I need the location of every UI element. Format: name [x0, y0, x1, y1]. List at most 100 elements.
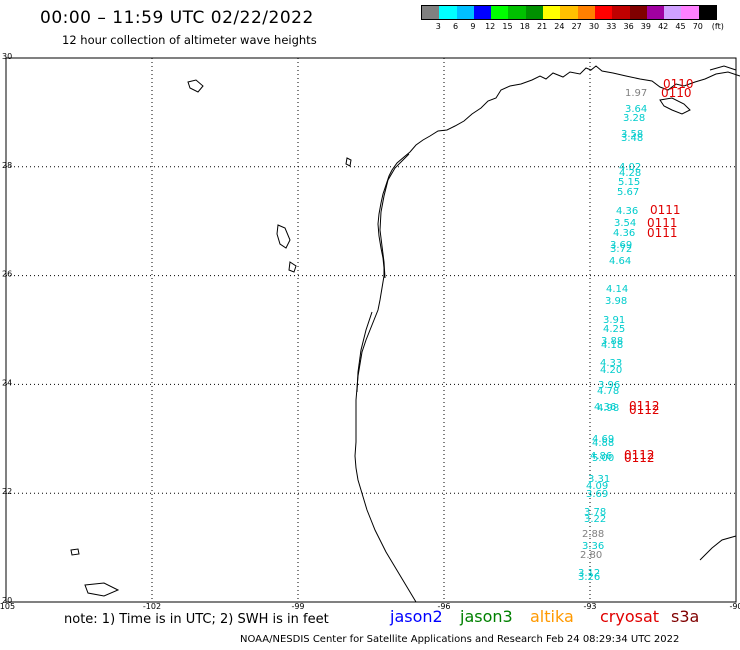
longitude-label: -105	[0, 602, 15, 611]
satellite-altika-label: altika	[530, 607, 574, 626]
inland-lake-2	[288, 261, 297, 273]
swh-value: 4.28	[619, 168, 641, 179]
swh-value: 4.02	[619, 162, 641, 173]
map-title: 00:00 – 11:59 UTC 02/22/2022	[40, 8, 314, 28]
pass-id-label: 0112	[624, 451, 655, 465]
scale-tick-label: 9	[470, 22, 476, 31]
scale-swatch	[473, 6, 492, 19]
scale-swatch	[612, 6, 630, 19]
inland-lake-1	[276, 224, 291, 249]
longitude-label: -93	[583, 602, 596, 611]
map-frame	[5, 57, 737, 603]
scale-tick-label: 45	[675, 22, 686, 31]
scale-swatch	[681, 6, 699, 19]
latitude-label: 20	[2, 596, 12, 605]
swh-value: 3.88	[601, 336, 623, 347]
longitude-label: -102	[143, 602, 161, 611]
swh-value: 3.69	[586, 489, 608, 500]
swh-value: 5.67	[617, 187, 639, 198]
inland-lake-4	[84, 582, 120, 597]
bay-of-campeche-coast	[699, 535, 737, 561]
swh-value: 4.69	[592, 434, 614, 445]
latitude-label: 24	[2, 378, 12, 387]
swh-value: 3.58	[621, 129, 643, 140]
scale-swatch	[439, 6, 457, 19]
swh-value: 3.64	[625, 104, 647, 115]
wave-height-measurements: 1.97 3.643.28 3.583.48 4.024.285.155.67 4.36…	[578, 88, 647, 583]
satellite-s3a-label: s3a	[671, 607, 700, 626]
scale-tick-label: 3	[435, 22, 441, 31]
swh-value: 4.36	[613, 228, 635, 239]
wave-height-color-scale: 3 6 9 12 15 18 21 24 27 30 33 36 39 42 45 70 (ft)	[421, 5, 724, 32]
scale-swatch	[594, 6, 613, 19]
pass-id-label: 0111	[647, 226, 678, 240]
note-text: note: 1) Time is in UTC; 2) SWH is in fe…	[64, 612, 329, 627]
axis-labels: 30 28 26 24 22 20-105 -102 -99 -96 -93 -90	[0, 52, 740, 611]
scale-swatch	[629, 6, 647, 19]
swh-value: 2.88	[582, 529, 604, 540]
swh-value: 4.14	[606, 284, 628, 295]
scale-tick-label: 30	[588, 22, 600, 31]
scale-swatch	[646, 6, 665, 19]
scale-swatch	[664, 6, 682, 19]
latitude-label: 28	[2, 161, 12, 170]
longitude-label: -99	[291, 602, 304, 611]
scale-tick-label: 24	[554, 22, 565, 31]
scale-swatch	[491, 6, 509, 19]
swh-value: 4.36	[594, 402, 616, 413]
footer-credit: NOAA/NESDIS Center for Satellite Applica…	[240, 634, 680, 645]
swh-value: 3.69	[610, 240, 632, 251]
map-subtitle: 12 hour collection of altimeter wave hei…	[62, 33, 317, 47]
swh-value: 2.80	[580, 550, 602, 561]
scale-tick-label: 15	[502, 22, 513, 31]
scale-swatch	[422, 6, 440, 19]
scale-tick-label: 70	[692, 22, 703, 31]
laguna-madre-island	[356, 311, 373, 393]
scale-tick-label: 39	[640, 22, 651, 31]
swh-value: 5.15	[618, 177, 640, 188]
satellite-jason3-label: jason3	[460, 607, 513, 626]
swh-value: 3.78	[584, 507, 606, 518]
swh-value: 3.22	[584, 514, 606, 525]
longitude-label: -90	[729, 602, 740, 611]
scale-tick-label: 27	[571, 22, 582, 31]
scale-swatch	[508, 6, 526, 19]
far-east-coast	[709, 65, 737, 71]
graticule	[6, 58, 736, 602]
swh-value: 3.96	[598, 380, 620, 391]
latitude-label: 22	[2, 487, 12, 496]
scale-tick-label: 12	[485, 22, 496, 31]
latitude-label: 30	[2, 52, 12, 61]
swh-value: 4.33	[600, 358, 622, 369]
scale-tick-label: 18	[519, 22, 530, 31]
scale-unit: (ft)	[711, 22, 724, 31]
scale-tick-label: 42	[658, 22, 669, 31]
swh-value: 3.31	[588, 474, 610, 485]
satellite-jason2-label: jason2	[390, 607, 443, 626]
swh-value: 4.98	[597, 403, 619, 414]
swh-value: 5.00	[592, 453, 614, 464]
scale-tick-labels: 3 6 9 12 15 18 21 24 27 30 33 36 39 42 45 70 (ft)	[421, 20, 724, 32]
pass-id-label: 0111	[650, 203, 681, 217]
swh-value: 3.98	[605, 296, 627, 307]
swh-value: 4.09	[586, 481, 608, 492]
swh-value: 1.97	[625, 88, 647, 99]
swh-value: 3.48	[621, 133, 643, 144]
swh-value: 3.54	[614, 218, 636, 229]
yucatan-island-1	[187, 79, 204, 93]
swh-value: 3.26	[578, 572, 600, 583]
scale-tick-label: 36	[623, 22, 634, 31]
pass-id-label: 0112	[624, 448, 655, 462]
barrier-islands	[379, 153, 410, 279]
delta-coast	[659, 97, 691, 115]
pass-id-label: 0112	[629, 399, 660, 413]
swh-value: 4.86	[590, 451, 612, 462]
color-swatches	[421, 5, 718, 20]
scale-swatch	[698, 6, 717, 19]
swh-value: 3.12	[578, 568, 600, 579]
swh-value: 4.25	[603, 324, 625, 335]
scale-swatch	[543, 6, 561, 19]
inland-lake-5	[70, 548, 80, 556]
